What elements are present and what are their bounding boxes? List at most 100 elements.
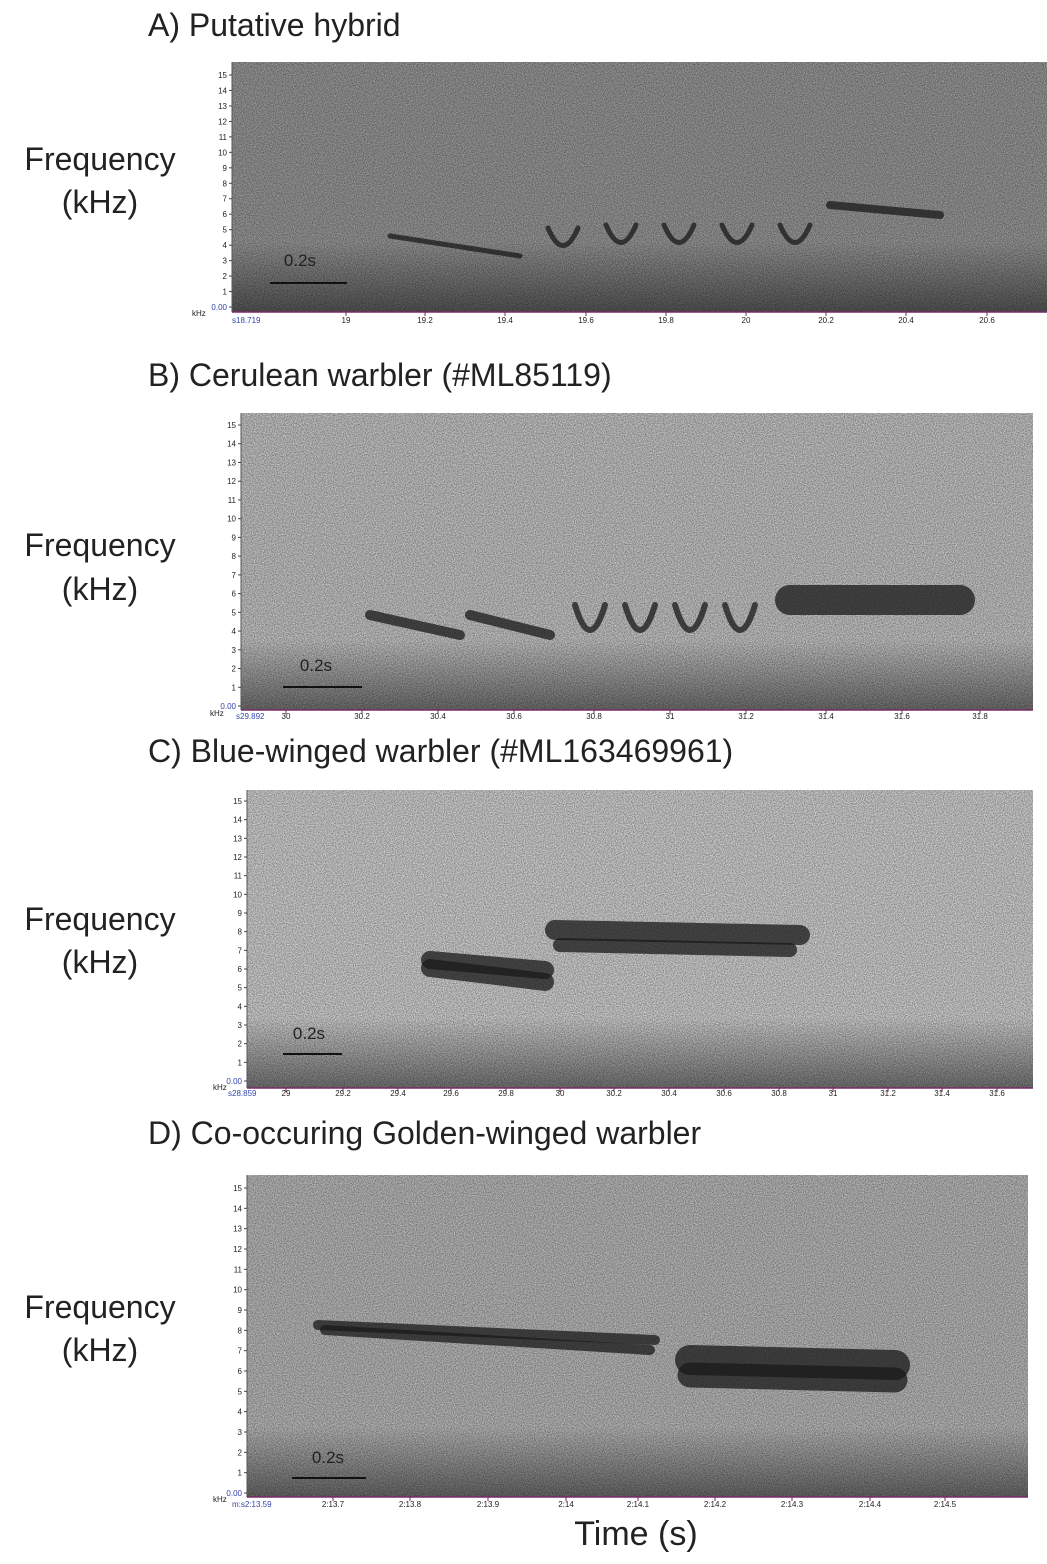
y-tick-label: 6 [238,965,243,974]
y-axis-label: Frequency [24,1289,175,1325]
song-trace [622,602,658,633]
x-tick-label: 30.8 [771,1089,787,1098]
scale-bar-label: 0.2s [300,656,332,675]
song-trace [719,222,755,245]
y-tick-label: 8 [223,179,228,188]
song-trace [672,602,708,633]
song-trace [365,610,465,640]
x-tick-label: 31 [666,712,675,721]
song-trace [553,938,797,957]
y-tick-label: 9 [223,164,228,173]
scale-bar-label: 0.2s [293,1024,325,1043]
scale-bar-label: 0.2s [284,251,316,270]
y-tick-label: 9 [238,1306,243,1315]
y-tick-label: 15 [218,71,227,80]
y-axis-label: Frequency [24,527,175,563]
song-trace [313,1320,660,1345]
song-trace [545,920,810,945]
x-tick-label: 20.2 [818,316,834,325]
y-tick-label: 4 [238,1002,243,1011]
x-tick-label: 31 [829,1089,838,1098]
x-tick-label: 29.6 [443,1089,459,1098]
y-tick-label: 8 [238,1326,243,1335]
song-trace [545,225,581,248]
song-trace [603,222,639,245]
y-tick-label: 5 [238,984,243,993]
y-tick-label: 11 [234,872,243,881]
x-start-label: m:s2:13.59 [232,1500,272,1509]
y-tick-label: 7 [238,1347,243,1356]
y-tick-label: 1 [238,1469,243,1478]
y-axis-label: (kHz) [62,1332,138,1368]
y-tick-label: 3 [223,257,228,266]
y-tick-label: 13 [227,458,236,467]
x-start-label: s18.719 [232,316,261,325]
x-tick-label: 31.4 [818,712,834,721]
y-tick-label: 7 [223,195,228,204]
song-trace [661,222,697,245]
song-trace [387,233,523,259]
y-tick-label: 0.00 [226,1489,242,1498]
panels: A) Putative hybrid0.00123456789101112131… [24,7,1047,1509]
y-tick-label: 12 [233,1245,242,1254]
y-tick-label: 8 [232,552,237,561]
y-tick-label: 2 [223,272,228,281]
x-tick-label: 2:14.4 [859,1500,882,1509]
x-tick-label: 31.2 [880,1089,896,1098]
x-tick-label: 19 [342,316,351,325]
panel-title: B) Cerulean warbler (#ML85119) [148,357,612,393]
y-tick-label: 15 [233,1184,242,1193]
y-tick-label: 13 [233,1225,242,1234]
y-axis-label: Frequency [24,901,175,937]
song-trace [826,201,944,219]
y-tick-label: 0.00 [226,1077,242,1086]
x-tick-label: 29 [282,1089,291,1098]
y-tick-label: 7 [238,946,243,955]
x-tick-label: 2:14.3 [781,1500,804,1509]
y-tick-label: 11 [228,496,237,505]
x-tick-label: 2:14 [558,1500,574,1509]
song-trace [320,1325,655,1355]
y-tick-label: 11 [219,133,228,142]
x-tick-label: 19.6 [578,316,594,325]
x-tick-label: 30.4 [661,1089,677,1098]
x-start-label: s29.892 [236,712,265,721]
x-tick-label: 20.6 [979,316,995,325]
song-trace [572,602,608,633]
y-tick-label: 5 [232,608,237,617]
x-tick-label: 2:14.2 [704,1500,727,1509]
unit-label: kHz [213,1083,227,1092]
y-axis-label: (kHz) [62,184,138,220]
x-tick-label: 30.6 [506,712,522,721]
spectrogram-low [247,1427,1028,1497]
scale-bar-label: 0.2s [312,1448,344,1467]
panel-title: C) Blue-winged warbler (#ML163469961) [148,733,733,769]
x-tick-label: 30 [282,712,291,721]
y-axis-label: Frequency [24,141,175,177]
x-tick-label: 2:13.9 [477,1500,500,1509]
x-tick-label: 2:13.7 [322,1500,345,1509]
y-tick-label: 6 [238,1367,243,1376]
y-tick-label: 12 [233,853,242,862]
y-tick-label: 12 [218,117,227,126]
x-tick-label: 29.2 [335,1089,351,1098]
x-tick-label: 31.6 [989,1089,1005,1098]
y-tick-label: 10 [233,890,242,899]
y-tick-label: 14 [218,86,227,95]
x-start-label: s28.859 [228,1089,257,1098]
y-tick-label: 10 [227,515,236,524]
x-tick-label: 29.8 [498,1089,514,1098]
x-tick-label: 20.4 [898,316,914,325]
song-trace [777,222,813,245]
x-tick-label: 30.8 [586,712,602,721]
y-tick-label: 6 [232,590,237,599]
y-tick-label: 6 [223,210,228,219]
x-tick-label: 31.2 [738,712,754,721]
x-tick-label: 30.4 [430,712,446,721]
y-tick-label: 13 [218,102,227,111]
y-tick-label: 7 [232,571,237,580]
panel-title: A) Putative hybrid [148,7,401,43]
y-tick-label: 3 [238,1021,243,1030]
